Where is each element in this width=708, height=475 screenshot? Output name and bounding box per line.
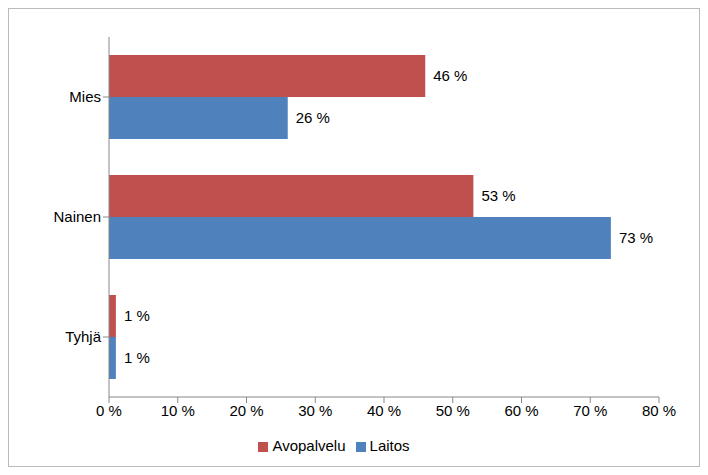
svg-text:50 %: 50 % — [436, 402, 470, 419]
svg-text:1 %: 1 % — [124, 349, 150, 366]
svg-text:20 %: 20 % — [229, 402, 263, 419]
svg-text:70 %: 70 % — [573, 402, 607, 419]
svg-text:1 %: 1 % — [124, 307, 150, 324]
svg-text:60 %: 60 % — [504, 402, 538, 419]
svg-text:Tyhjä: Tyhjä — [65, 328, 102, 345]
svg-text:30 %: 30 % — [298, 402, 332, 419]
svg-text:46 %: 46 % — [433, 67, 467, 84]
svg-text:26 %: 26 % — [296, 109, 330, 126]
svg-text:0 %: 0 % — [96, 402, 122, 419]
svg-text:80 %: 80 % — [642, 402, 676, 419]
html-text:Laitos: Laitos — [369, 437, 410, 454]
svg-text:Mies: Mies — [69, 88, 101, 105]
svg-text:Nainen: Nainen — [53, 208, 101, 225]
svg-text:73 %: 73 % — [619, 229, 653, 246]
svg-text:40 %: 40 % — [367, 402, 401, 419]
svg-text:53 %: 53 % — [481, 187, 515, 204]
svg-text:10 %: 10 % — [161, 402, 195, 419]
html-text:Avopalvelu: Avopalvelu — [272, 437, 346, 454]
